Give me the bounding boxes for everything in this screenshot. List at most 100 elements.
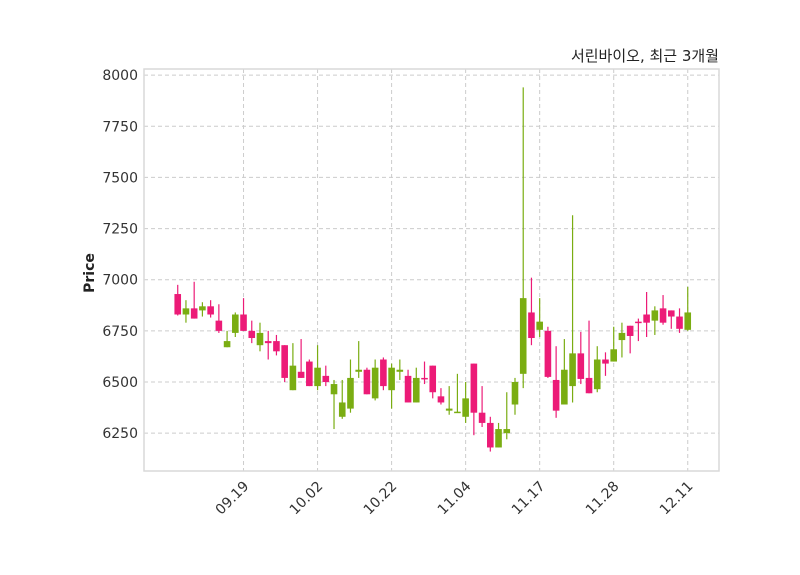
candle-body xyxy=(380,359,387,387)
candle-body xyxy=(437,396,445,403)
y-axis-label: Price xyxy=(82,253,98,293)
candle-body xyxy=(528,312,535,339)
candle-body xyxy=(462,398,469,417)
candle xyxy=(503,392,511,440)
candle xyxy=(519,87,527,389)
y-axis: 6250 6500 6750 7000 7250 7500 7750 8000 xyxy=(102,68,138,442)
candle-body xyxy=(281,345,288,378)
chart-title: 서린바이오, 최근 3개월 xyxy=(571,47,719,65)
candle xyxy=(585,320,593,394)
x-axis: 09.19 10.02 10.22 11.04 11.17 11.28 12.11 xyxy=(213,478,697,518)
candle xyxy=(552,346,560,418)
candle xyxy=(404,369,412,403)
candle xyxy=(371,359,379,401)
candle-body xyxy=(371,367,379,399)
candle-body xyxy=(421,377,428,380)
candle xyxy=(347,359,354,413)
candle xyxy=(248,320,256,344)
candle xyxy=(577,331,585,385)
x-tick-label: 10.02 xyxy=(287,479,327,519)
candle xyxy=(635,318,642,342)
candle xyxy=(462,382,469,423)
x-tick-label: 12.11 xyxy=(657,479,697,519)
candle xyxy=(306,359,313,387)
candle-body xyxy=(618,332,626,341)
candle xyxy=(495,422,502,448)
candle-body xyxy=(495,429,502,448)
candle-body xyxy=(215,320,223,331)
candle xyxy=(676,308,683,333)
candle-body xyxy=(478,412,486,423)
candle xyxy=(470,363,478,436)
candle xyxy=(610,326,618,362)
candle-body xyxy=(264,341,272,344)
candle xyxy=(388,363,395,409)
candle-body xyxy=(306,361,313,387)
candle-body xyxy=(404,375,412,403)
y-tick-label: 7250 xyxy=(102,222,138,238)
candle-body xyxy=(676,316,683,329)
candle xyxy=(569,215,576,403)
candle xyxy=(421,361,428,385)
candle xyxy=(199,302,206,317)
candle xyxy=(437,388,445,405)
x-tick-label: 10.22 xyxy=(361,479,401,519)
candle-body xyxy=(223,341,231,348)
candle xyxy=(264,330,272,360)
y-tick-label: 7000 xyxy=(102,273,138,289)
y-tick-label: 8000 xyxy=(102,68,138,84)
candle-body xyxy=(643,314,650,323)
candle xyxy=(232,312,239,337)
candle xyxy=(215,304,223,333)
candle-body xyxy=(454,411,461,414)
candle-body xyxy=(388,367,395,391)
candle xyxy=(330,379,338,430)
candle xyxy=(528,277,535,346)
candle xyxy=(602,352,609,376)
candle-body xyxy=(593,359,601,390)
candle-body xyxy=(240,314,247,331)
candle-body xyxy=(552,379,560,411)
candle-body xyxy=(396,369,404,372)
candle xyxy=(281,345,288,383)
y-tick-label: 6500 xyxy=(102,375,138,391)
candle xyxy=(412,367,420,403)
candle-body xyxy=(182,308,190,315)
candle-body xyxy=(273,341,280,352)
candle-body xyxy=(322,375,330,383)
candle-body xyxy=(684,312,692,330)
candle xyxy=(643,291,650,337)
candle-body xyxy=(544,330,552,377)
candle xyxy=(363,367,371,395)
x-tick-label: 11.17 xyxy=(509,479,549,519)
candle-body xyxy=(577,353,585,379)
y-tick-label: 7750 xyxy=(102,119,138,135)
candle-body xyxy=(190,308,198,319)
candle xyxy=(454,373,461,414)
candle-body xyxy=(561,369,568,405)
candles xyxy=(174,87,692,452)
candle-body xyxy=(536,321,543,330)
candle-body xyxy=(503,429,511,434)
candle-body xyxy=(511,382,519,405)
candle-body xyxy=(659,308,667,323)
candle-body xyxy=(355,369,362,372)
candle-body xyxy=(429,365,437,393)
candle-body xyxy=(470,363,478,413)
y-tick-label: 6250 xyxy=(102,426,138,442)
candle-body xyxy=(667,310,675,317)
candle xyxy=(396,359,404,380)
candle xyxy=(659,295,667,325)
candle-body xyxy=(569,353,576,387)
candle xyxy=(256,322,264,352)
candle-body xyxy=(651,310,659,321)
candle xyxy=(593,346,601,393)
candle xyxy=(667,310,675,329)
candle-body xyxy=(363,369,371,395)
candle xyxy=(561,339,568,405)
candle-body xyxy=(314,367,321,387)
candle xyxy=(297,339,305,378)
candle-body xyxy=(626,325,634,336)
candle-body xyxy=(256,332,264,346)
